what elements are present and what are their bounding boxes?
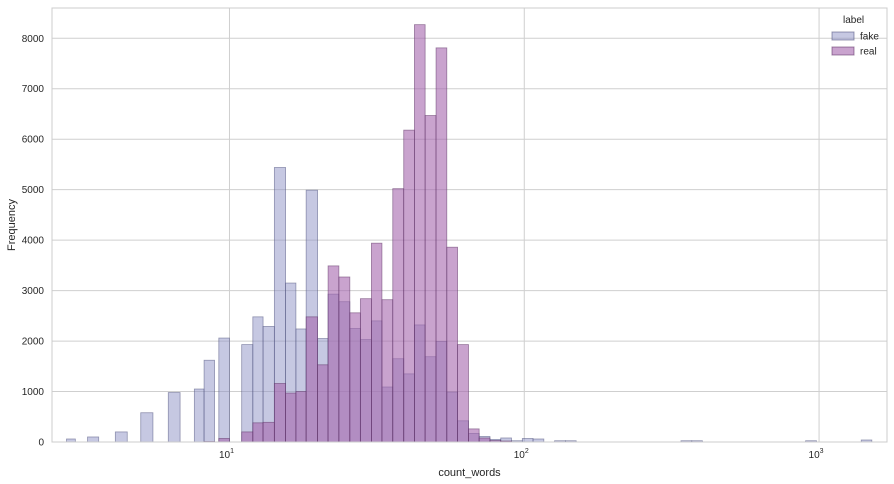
bar-real — [478, 437, 491, 443]
bar-real — [414, 24, 426, 443]
bar-real — [403, 129, 415, 443]
bar-real — [285, 392, 297, 443]
y-tick-label: 4000 — [22, 236, 45, 247]
bar-real — [252, 422, 264, 443]
bar-fake — [241, 344, 254, 443]
x-tick-labels: 101 102 103 — [219, 448, 824, 461]
y-tick-label: 1000 — [22, 387, 45, 398]
bar-real — [262, 421, 275, 443]
legend-label-fake: fake — [860, 32, 879, 43]
y-axis-title: Frequency — [6, 199, 18, 251]
bar-real — [218, 438, 230, 443]
x-tick-label: 101 — [219, 448, 234, 461]
bar-real — [305, 316, 318, 443]
bar-fake — [218, 337, 230, 443]
y-tick-label: 8000 — [22, 34, 45, 45]
bar-real — [241, 431, 254, 443]
x-tick-label: 102 — [514, 448, 529, 461]
bar-real — [424, 115, 437, 443]
legend-swatch-fake — [831, 31, 855, 41]
y-tick-label: 6000 — [22, 135, 45, 146]
grid-lines — [52, 8, 887, 443]
bar-fake — [87, 436, 100, 443]
bar-real — [349, 312, 361, 443]
y-tick-label: 7000 — [22, 84, 45, 95]
bar-real — [381, 299, 394, 443]
bar-fake — [203, 359, 215, 443]
bar-real — [446, 246, 458, 443]
bar-fake — [193, 388, 205, 443]
x-tick-label: 103 — [809, 448, 824, 461]
bar-real — [468, 428, 480, 443]
bar-real — [327, 265, 340, 443]
bar-real — [273, 383, 286, 443]
legend-label-real: real — [860, 47, 877, 58]
bar-real — [435, 47, 448, 443]
bar-real — [295, 391, 307, 443]
legend: label fake real — [831, 15, 879, 58]
series-fake-bars — [66, 167, 873, 443]
bar-fake — [140, 412, 154, 443]
bar-fake — [521, 438, 534, 443]
bar-real — [371, 242, 383, 443]
bar-real — [317, 364, 329, 443]
bar-fake — [167, 392, 181, 443]
legend-swatch-real — [831, 46, 855, 56]
y-tick-label: 3000 — [22, 286, 45, 297]
legend-title: label — [843, 15, 864, 26]
bar-real — [392, 188, 405, 443]
y-tick-label: 0 — [38, 438, 44, 449]
bar-real — [359, 298, 372, 443]
bar-real — [457, 344, 469, 443]
plot-frame — [51, 7, 888, 443]
y-tick-label: 5000 — [22, 185, 45, 196]
x-axis-title: count_words — [438, 467, 501, 479]
y-tick-label: 2000 — [22, 337, 45, 348]
series-real-bars — [203, 24, 512, 443]
y-tick-labels: 0 1000 2000 3000 4000 5000 6000 7000 8000 — [22, 34, 45, 449]
bar-fake — [114, 431, 128, 443]
bar-real — [338, 276, 351, 443]
